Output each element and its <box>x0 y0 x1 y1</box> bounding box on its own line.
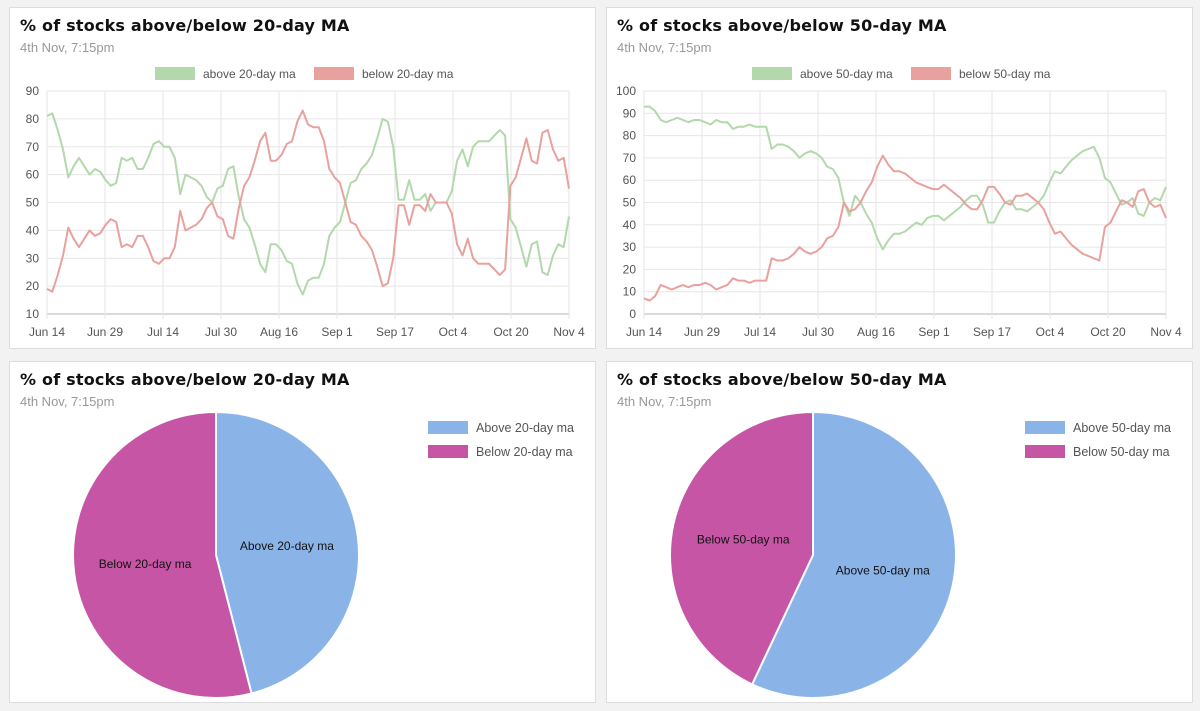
legend-swatch <box>428 445 468 458</box>
x-tick-label: Aug 16 <box>857 325 895 339</box>
y-tick-label: 90 <box>623 106 637 120</box>
series-line-0 <box>644 105 1167 251</box>
series-line-1 <box>643 154 1167 302</box>
legend: Above 20-day ma Below 20-day ma <box>428 421 574 459</box>
x-tick-label: Oct 4 <box>439 325 468 339</box>
y-tick-label: 20 <box>26 279 40 293</box>
legend-label: below 20-day ma <box>362 67 454 81</box>
legend-label: Below 50-day ma <box>1073 445 1170 459</box>
chart-subtitle: 4th Nov, 7:15pm <box>20 40 115 55</box>
pie-slice-label: Below 20-day ma <box>99 557 192 571</box>
x-tick-label: Nov 4 <box>553 325 585 339</box>
line-chart-panel-50day: % of stocks above/below 50-day MA 4th No… <box>606 7 1193 349</box>
x-tick-label: Oct 20 <box>493 325 529 339</box>
y-tick-label: 60 <box>623 173 637 187</box>
y-tick-label: 10 <box>623 285 637 299</box>
y-tick-label: 50 <box>623 196 637 210</box>
legend-label: above 20-day ma <box>203 67 296 81</box>
x-tick-label: Jun 14 <box>29 325 65 339</box>
x-tick-label: Jul 14 <box>147 325 179 339</box>
x-tick-label: Nov 4 <box>1150 325 1182 339</box>
x-tick-label: Sep 1 <box>321 325 353 339</box>
chart-title: % of stocks above/below 20-day MA <box>20 16 350 35</box>
series-line-1 <box>46 109 570 293</box>
pie-slice-1 <box>72 410 253 699</box>
pie-chart-panel-50day: % of stocks above/below 50-day MA 4th No… <box>606 361 1193 703</box>
legend-swatch <box>428 421 468 434</box>
y-tick-label: 80 <box>26 112 40 126</box>
pie-slice-label: Above 20-day ma <box>240 539 334 553</box>
legend-swatch <box>911 67 951 80</box>
x-tick-label: Jun 14 <box>626 325 662 339</box>
pie-slice-label: Below 50-day ma <box>697 532 790 546</box>
legend-swatch <box>155 67 195 80</box>
x-tick-label: Jun 29 <box>87 325 123 339</box>
legend-label: above 50-day ma <box>800 67 893 81</box>
y-tick-label: 30 <box>26 251 40 265</box>
x-tick-label: Jul 14 <box>744 325 776 339</box>
y-tick-label: 80 <box>623 129 637 143</box>
y-tick-label: 70 <box>623 151 637 165</box>
x-tick-label: Jul 30 <box>205 325 237 339</box>
legend-swatch <box>1025 421 1065 434</box>
y-tick-label: 0 <box>629 307 636 321</box>
legend: Above 50-day ma Below 50-day ma <box>1025 421 1171 459</box>
y-tick-label: 30 <box>623 240 637 254</box>
legend-swatch <box>752 67 792 80</box>
x-tick-label: Sep 1 <box>918 325 950 339</box>
line-chart-panel-20day: % of stocks above/below 20-day MA 4th No… <box>9 7 596 349</box>
pie-slice-1 <box>669 410 814 686</box>
y-tick-label: 90 <box>26 84 40 98</box>
y-tick-label: 20 <box>623 262 637 276</box>
legend-label: below 50-day ma <box>959 67 1051 81</box>
pie-slice-label: Above 50-day ma <box>836 564 930 578</box>
y-tick-label: 40 <box>623 218 637 232</box>
y-tick-label: 100 <box>616 84 636 98</box>
pie-slice-0 <box>750 410 957 699</box>
chart-title: % of stocks above/below 50-day MA <box>617 370 947 389</box>
pie-chart-panel-20day: % of stocks above/below 20-day MA 4th No… <box>9 361 596 703</box>
y-tick-label: 70 <box>26 140 40 154</box>
y-tick-label: 50 <box>26 196 40 210</box>
y-tick-label: 60 <box>26 168 40 182</box>
chart-subtitle: 4th Nov, 7:15pm <box>617 40 712 55</box>
legend-swatch <box>314 67 354 80</box>
legend: above 20-day ma below 20-day ma <box>155 67 454 81</box>
chart-subtitle: 4th Nov, 7:15pm <box>617 394 712 409</box>
legend-label: Above 20-day ma <box>476 421 574 435</box>
pie-slice-0 <box>215 410 360 695</box>
x-tick-label: Sep 17 <box>973 325 1011 339</box>
x-tick-label: Jun 29 <box>684 325 720 339</box>
legend-label: Below 20-day ma <box>476 445 573 459</box>
chart-title: % of stocks above/below 50-day MA <box>617 16 947 35</box>
chart-subtitle: 4th Nov, 7:15pm <box>20 394 115 409</box>
line-chart-20day: 10 20 30 40 50 60 70 80 90 Jun 14 Jun 29 Jul 14 Jul … <box>26 67 585 339</box>
x-tick-label: Oct 20 <box>1090 325 1126 339</box>
legend-swatch <box>1025 445 1065 458</box>
x-tick-label: Oct 4 <box>1036 325 1065 339</box>
x-tick-label: Sep 17 <box>376 325 414 339</box>
x-tick-label: Aug 16 <box>260 325 298 339</box>
y-tick-label: 10 <box>26 307 40 321</box>
y-tick-label: 40 <box>26 223 40 237</box>
chart-title: % of stocks above/below 20-day MA <box>20 370 350 389</box>
legend: above 50-day ma below 50-day ma <box>752 67 1051 81</box>
legend-label: Above 50-day ma <box>1073 421 1171 435</box>
line-chart-50day: 0 10 20 30 40 50 60 70 80 90 100 Jun 14 Jun 29 Jul 14… <box>616 67 1182 339</box>
series-line-0 <box>46 112 570 296</box>
x-tick-label: Jul 30 <box>802 325 834 339</box>
